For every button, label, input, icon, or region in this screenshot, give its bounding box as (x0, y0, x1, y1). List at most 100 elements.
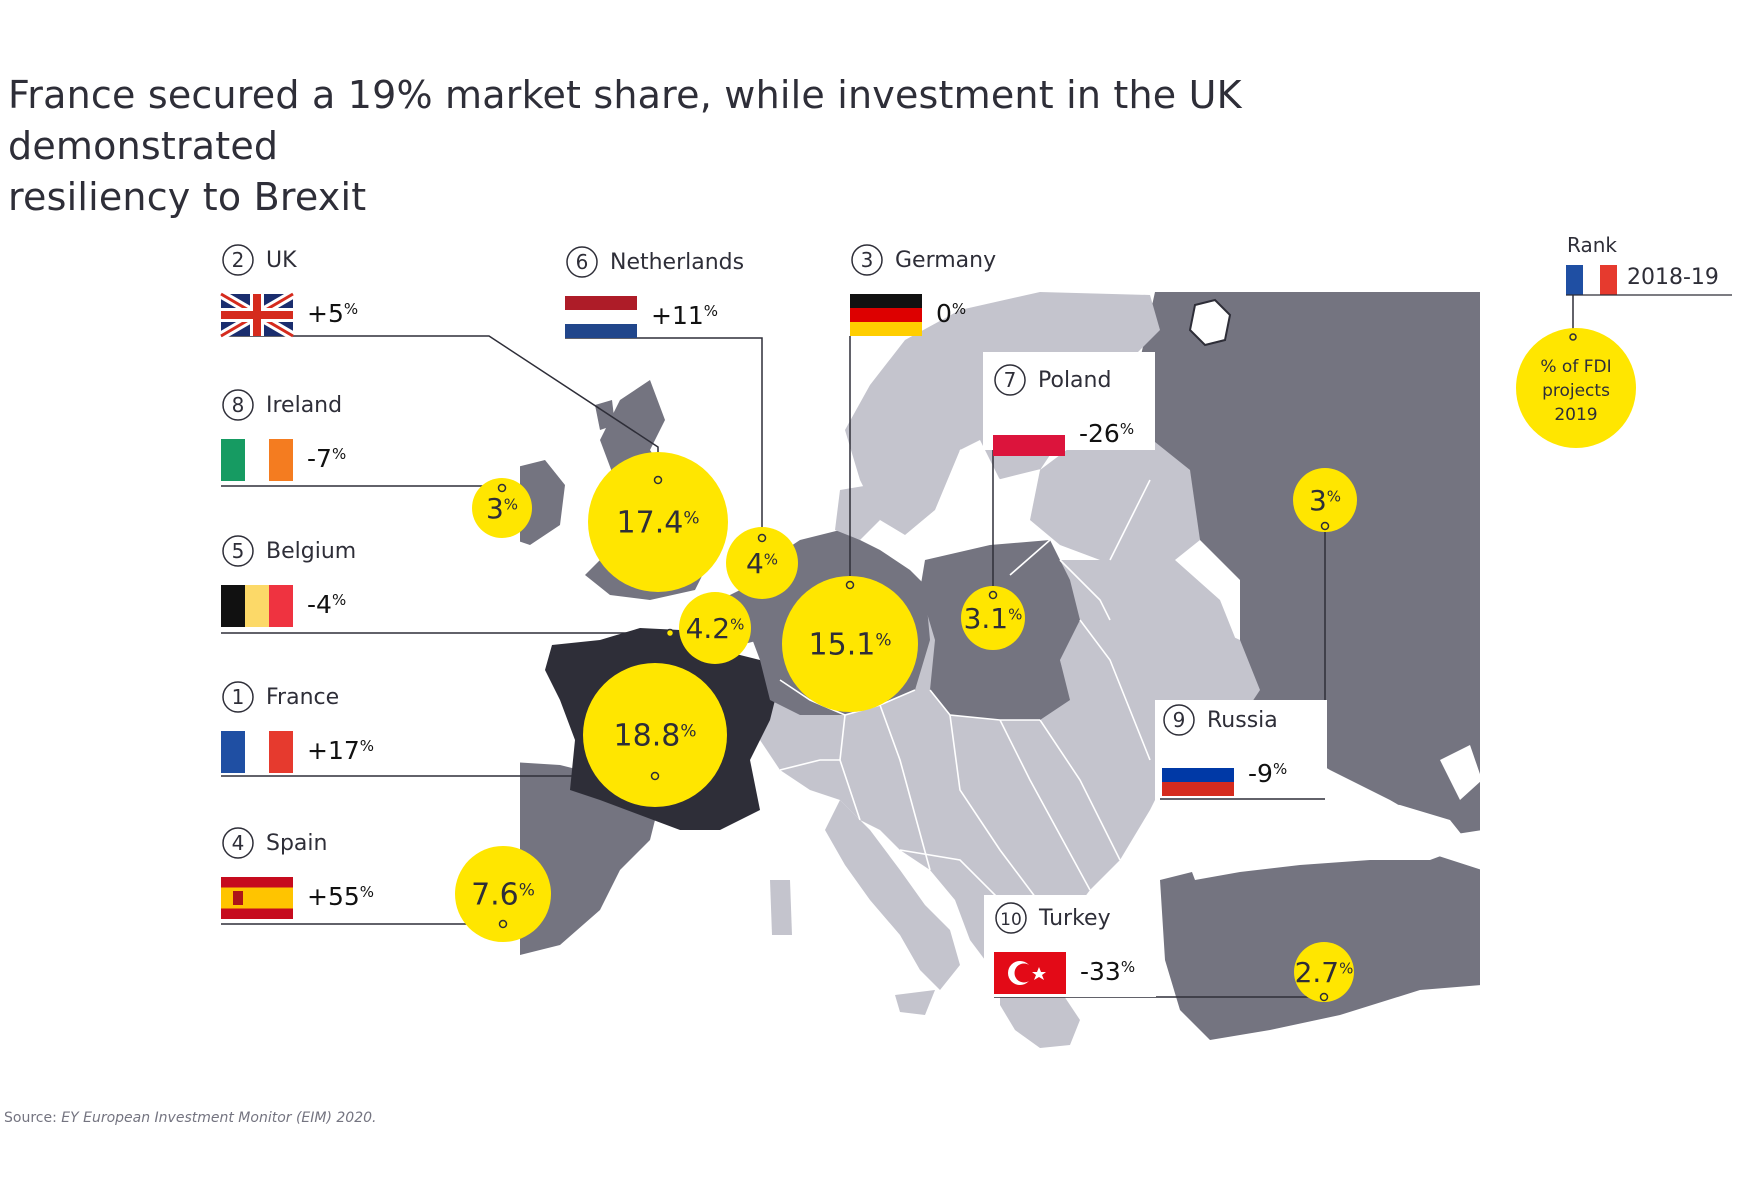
rank-badge-turkey (995, 902, 1027, 934)
change-belgium: -4% (307, 590, 346, 619)
share-value-netherlands: 4 (746, 547, 764, 580)
share-unit-spain: % (519, 881, 535, 901)
country-name-turkey: Turkey (1038, 906, 1111, 931)
label-spain: 4 Spain +55% (221, 827, 374, 919)
leader-dot-germany (845, 580, 855, 590)
change-uk: +5% (307, 299, 358, 328)
rank-number-germany: 3 (861, 248, 874, 272)
denmark (835, 485, 880, 540)
germany-flag-icon (850, 294, 922, 336)
caspian-sea (1440, 745, 1480, 800)
bubble-circle-spain (455, 846, 551, 942)
source-prefix: Source: (4, 1110, 62, 1126)
change-france: +17% (307, 736, 374, 765)
rank-number-uk: 2 (232, 248, 245, 272)
country-name-russia: Russia (1207, 708, 1278, 733)
rank-number-spain: 4 (232, 831, 245, 855)
share-bubbles: 17.4%3%4.2%18.8%7.6%4%15.1%3.1%3%2.7% (455, 452, 1357, 1002)
bubble-france: 18.8% (583, 663, 727, 807)
share-value-belgium: 4.2 (686, 612, 731, 645)
italy (825, 800, 960, 990)
change-unit-belgium: % (332, 591, 346, 609)
change-netherlands: +11% (651, 301, 718, 330)
ireland-flag-icon (221, 439, 293, 481)
rank-number-france: 1 (232, 685, 245, 709)
ireland-region (520, 460, 565, 545)
bubble-value-ireland: 3% (486, 492, 518, 525)
change-unit-germany: % (952, 300, 966, 318)
legend-bubble-line-1: % of FDI (1540, 357, 1611, 377)
bubble-circle-germany (782, 576, 918, 712)
change-value-ireland: -7 (307, 444, 332, 473)
legend-dot (1569, 333, 1577, 341)
bubble-germany: 15.1% (782, 576, 918, 712)
russia-flag-icon (1162, 754, 1234, 796)
rank-number-poland: 7 (1004, 368, 1017, 392)
bubble-value-russia: 3% (1309, 484, 1341, 517)
rank-number-netherlands: 6 (576, 250, 589, 274)
baltics (1030, 430, 1200, 560)
share-value-spain: 7.6 (471, 878, 519, 913)
sardinia (770, 880, 792, 935)
legend-flag-icon (1566, 265, 1617, 295)
share-unit-uk: % (683, 509, 699, 529)
bubble-value-france: 18.8% (614, 719, 697, 754)
bubble-turkey: 2.7% (1294, 942, 1354, 1002)
svalbard (1188, 298, 1232, 347)
country-name-belgium: Belgium (266, 539, 356, 564)
label-netherlands: 6 Netherlands +11% (565, 246, 744, 338)
source-text: EY European Investment Monitor (EIM) 202… (61, 1110, 377, 1126)
label-belgium: 5 Belgium -4% (221, 535, 356, 627)
bubble-value-germany: 15.1% (809, 628, 892, 663)
bubble-circle-russia (1293, 468, 1357, 532)
leader-dot-belgium (665, 628, 675, 638)
change-value-turkey: -33 (1080, 957, 1121, 986)
leader-dot-poland (988, 590, 998, 600)
poland-flag-icon (993, 414, 1065, 456)
leader-dot-ireland (497, 483, 507, 493)
change-value-france: +17 (307, 736, 360, 765)
bubble-poland: 3.1% (961, 586, 1025, 650)
country-name-germany: Germany (895, 248, 996, 273)
country-name-poland: Poland (1038, 368, 1111, 393)
title-line-1: France secured a 19% market share, while… (8, 73, 1242, 168)
change-germany: 0% (936, 299, 966, 328)
change-unit-poland: % (1120, 420, 1134, 438)
bubble-circle-belgium (679, 592, 751, 664)
share-value-turkey: 2.7 (1295, 956, 1340, 989)
bubble-uk: 17.4% (588, 452, 728, 592)
label-poland: 7 Poland -26% (993, 364, 1134, 456)
bubble-russia: 3% (1293, 468, 1357, 532)
land-layer (385, 292, 1480, 1048)
legend-bubble-line-3: 2019 (1554, 405, 1597, 425)
borders (779, 449, 1151, 931)
change-unit-uk: % (344, 300, 358, 318)
rank-number-russia: 9 (1173, 708, 1186, 732)
netherlands-flag-icon (565, 296, 637, 338)
bubble-circle-ireland (472, 478, 532, 538)
country-name-ireland: Ireland (266, 393, 342, 418)
change-unit-russia: % (1273, 760, 1287, 778)
portugal (385, 790, 440, 945)
change-unit-spain: % (360, 883, 374, 901)
rank-badge-germany (851, 244, 883, 276)
legend-bubble-line-2: projects (1542, 381, 1610, 401)
share-value-germany: 15.1 (809, 628, 876, 663)
rank-badge-netherlands (566, 246, 598, 278)
leader-dot-france (650, 771, 660, 781)
rank-badge-poland (994, 364, 1026, 396)
label-ireland: 8 Ireland -7% (221, 389, 346, 481)
change-poland: -26% (1079, 419, 1134, 448)
change-unit-ireland: % (332, 445, 346, 463)
spain-flag-icon (221, 877, 293, 919)
france-flag-icon (221, 731, 293, 773)
label-uk: 2 UK +5% (218, 244, 358, 340)
change-unit-france: % (360, 737, 374, 755)
leader-ireland (221, 485, 503, 488)
uk-flag-icon (218, 290, 296, 340)
change-value-russia: -9 (1248, 759, 1273, 788)
share-unit-netherlands: % (764, 550, 778, 568)
legend-rank-label: Rank (1567, 233, 1617, 257)
